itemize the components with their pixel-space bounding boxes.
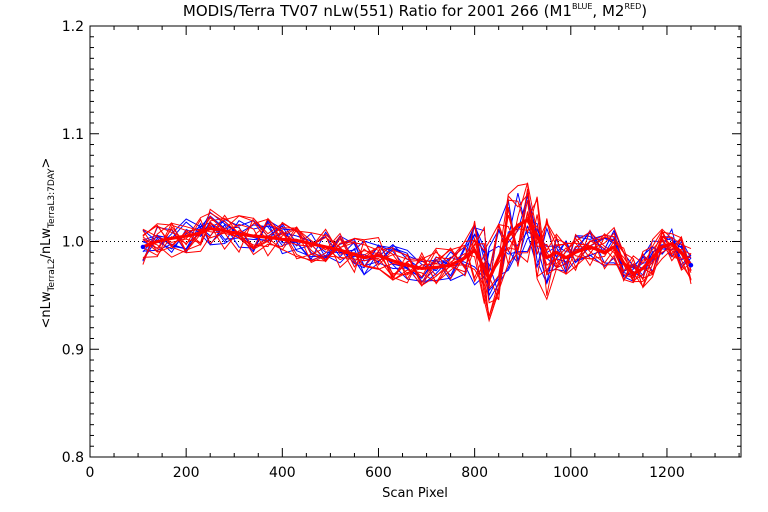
x-tick-label: 0	[86, 465, 95, 481]
series-m2-line	[142, 210, 692, 290]
series-start-marker	[140, 244, 146, 250]
y-tick-label: 0.8	[62, 450, 84, 466]
series-m2-line	[142, 183, 692, 284]
x-tick-label: 1000	[553, 465, 589, 481]
mean-ratio-line	[142, 218, 693, 281]
x-tick-label: 200	[173, 465, 200, 481]
series-m2-line	[142, 182, 692, 289]
series-m2-line	[142, 221, 692, 321]
series-end-marker	[688, 263, 694, 268]
y-tick-label: 0.9	[62, 342, 84, 358]
axes: 0 200 400 600 800 1000 1200 0.8 0.9 1.0 1.1 1.2	[62, 19, 742, 481]
y-tick-label: 1.2	[62, 19, 84, 35]
x-tick-label: 600	[365, 465, 392, 481]
y-tick-label: 1.1	[62, 127, 84, 143]
y-axis-label: <nLwTerraL2/nLwTerraL3:7DAY>	[39, 158, 57, 329]
x-axis-label: Scan Pixel	[382, 486, 448, 501]
y-tick-label: 1.0	[62, 235, 84, 251]
plot-area	[90, 182, 741, 323]
x-tick-label: 1200	[649, 465, 685, 481]
x-tick-label: 800	[461, 465, 488, 481]
chart-title: MODIS/Terra TV07 nLw(551) Ratio for 2001…	[183, 2, 647, 20]
x-tick-label: 400	[269, 465, 296, 481]
